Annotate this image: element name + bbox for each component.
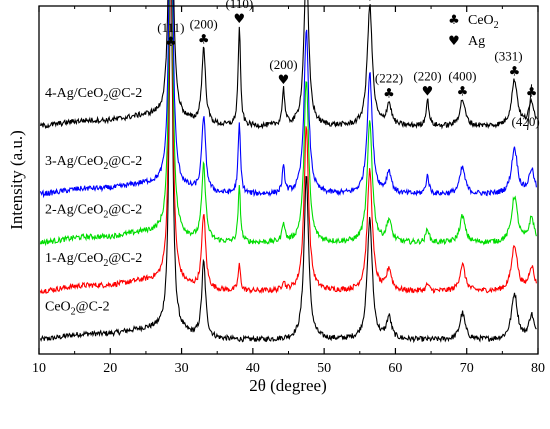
series-label-0: CeO2@C-2	[45, 299, 110, 317]
peak-marker-ceo2: ♣	[383, 87, 395, 102]
peak-marker-ceo2: ♣	[526, 85, 538, 100]
series-line-4	[39, 0, 537, 130]
peak-label: (220)	[413, 69, 441, 84]
peak-marker-ceo2: ♣	[509, 65, 521, 80]
peak-marker-ceo2: ♣	[457, 84, 469, 99]
x-tick-label: 70	[460, 361, 474, 376]
legend: ♣ CeO2 ♥ Ag	[448, 13, 499, 49]
series-label-2: 2-Ag/CeO2@C-2	[45, 202, 142, 220]
legend-label-ag: Ag	[468, 34, 485, 49]
peak-marker-ceo2: ♣	[198, 33, 210, 48]
peak-label: (111)	[157, 20, 184, 35]
x-tick-label: 80	[531, 361, 545, 376]
peak-label: (110)	[225, 0, 253, 11]
legend-label-ceo2: CeO2	[468, 13, 499, 31]
y-axis-title: Intensity (a.u.)	[7, 130, 26, 230]
series-line-3	[39, 0, 537, 199]
x-tick-label: 40	[246, 361, 260, 376]
peak-label: (200)	[269, 57, 297, 72]
peak-label: (200)	[190, 17, 218, 32]
series-label-3: 3-Ag/CeO2@C-2	[45, 154, 142, 172]
x-tick-label: 20	[103, 361, 117, 376]
peak-label: (400)	[448, 68, 476, 83]
peak-marker-ceo2: ♣	[165, 35, 177, 50]
peak-marker-ag: ♥	[422, 85, 434, 100]
x-tick-label: 60	[388, 361, 402, 376]
peak-marker-ag: ♥	[278, 73, 290, 88]
series-curves	[39, 0, 537, 344]
legend-symbol-ceo2: ♣	[448, 13, 460, 28]
peak-annotations: ♣(111)♣(200)♥(110)♥(200)♣(220)♣(311)♣(22…	[157, 0, 540, 131]
series-line-2	[39, 0, 537, 247]
peak-leader-line	[527, 84, 533, 131]
peak-label: (420)	[511, 114, 539, 129]
series-line-1	[39, 0, 537, 295]
peak-label: (331)	[494, 49, 522, 64]
x-tick-label: 10	[32, 361, 46, 376]
peak-marker-ceo2: ♣	[364, 0, 376, 4]
x-tick-label: 30	[175, 361, 189, 376]
peak-label: (222)	[375, 71, 403, 86]
series-label-1: 1-Ag/CeO2@C-2	[45, 251, 142, 269]
x-axis-title: 2θ (degree)	[249, 376, 327, 395]
x-tick-label: 50	[317, 361, 331, 376]
series-line-0	[39, 0, 537, 344]
series-labels: CeO2@C-2 1-Ag/CeO2@C-2 2-Ag/CeO2@C-2 3-Ag/C…	[45, 86, 142, 317]
peak-marker-ag: ♥	[233, 12, 245, 27]
legend-symbol-ag: ♥	[448, 34, 460, 49]
x-axis-ticks: 10 20 30 40 50 60 70 80	[32, 6, 545, 376]
series-label-4: 4-Ag/CeO2@C-2	[45, 86, 142, 104]
